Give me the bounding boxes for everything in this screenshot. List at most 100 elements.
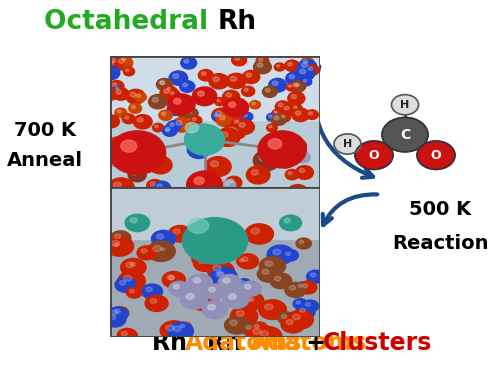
Circle shape xyxy=(116,88,119,90)
Circle shape xyxy=(242,86,254,96)
Text: H: H xyxy=(400,100,409,110)
Circle shape xyxy=(116,90,121,94)
Circle shape xyxy=(154,125,158,128)
Circle shape xyxy=(214,270,230,281)
Circle shape xyxy=(216,194,232,206)
Circle shape xyxy=(128,168,146,182)
Circle shape xyxy=(186,294,194,300)
Circle shape xyxy=(212,248,232,263)
Circle shape xyxy=(267,245,294,264)
Circle shape xyxy=(110,231,131,246)
Circle shape xyxy=(236,310,244,316)
Circle shape xyxy=(253,200,259,205)
Circle shape xyxy=(173,284,180,289)
Circle shape xyxy=(168,90,180,99)
Circle shape xyxy=(300,203,304,207)
Circle shape xyxy=(105,312,126,327)
Circle shape xyxy=(129,104,141,113)
Circle shape xyxy=(185,108,198,118)
Text: 500 K: 500 K xyxy=(409,200,471,219)
Circle shape xyxy=(146,287,152,292)
Circle shape xyxy=(160,86,178,100)
Circle shape xyxy=(177,189,196,204)
Circle shape xyxy=(292,108,310,122)
Circle shape xyxy=(392,95,418,115)
Circle shape xyxy=(230,76,236,81)
Circle shape xyxy=(164,273,184,286)
Circle shape xyxy=(196,295,204,301)
Circle shape xyxy=(114,56,132,70)
Circle shape xyxy=(124,116,129,119)
Circle shape xyxy=(293,142,298,146)
Circle shape xyxy=(196,188,214,201)
Circle shape xyxy=(110,137,125,148)
Text: Clusters: Clusters xyxy=(322,331,432,355)
Circle shape xyxy=(194,177,204,184)
Circle shape xyxy=(296,301,300,304)
Circle shape xyxy=(306,110,318,119)
Circle shape xyxy=(194,290,198,293)
Circle shape xyxy=(188,218,208,233)
Circle shape xyxy=(260,331,268,337)
Circle shape xyxy=(218,275,241,291)
Circle shape xyxy=(222,90,240,104)
Circle shape xyxy=(228,102,235,107)
Circle shape xyxy=(124,275,132,281)
Circle shape xyxy=(124,67,134,76)
Text: O: O xyxy=(430,149,442,162)
Circle shape xyxy=(288,85,292,88)
Circle shape xyxy=(293,299,308,309)
Circle shape xyxy=(229,126,246,139)
Circle shape xyxy=(252,102,256,105)
Circle shape xyxy=(174,98,181,104)
Circle shape xyxy=(114,243,118,246)
Circle shape xyxy=(288,172,292,175)
Circle shape xyxy=(108,60,114,65)
Circle shape xyxy=(270,273,291,289)
Circle shape xyxy=(286,83,296,91)
Circle shape xyxy=(224,98,248,117)
Circle shape xyxy=(293,83,298,87)
Text: Octahedral: Octahedral xyxy=(44,9,218,36)
Circle shape xyxy=(295,282,309,292)
Circle shape xyxy=(262,86,277,97)
Circle shape xyxy=(300,69,306,74)
Circle shape xyxy=(268,115,272,117)
Circle shape xyxy=(286,72,302,85)
Circle shape xyxy=(281,316,305,333)
Circle shape xyxy=(156,79,172,91)
Circle shape xyxy=(145,295,168,312)
Circle shape xyxy=(240,196,246,200)
Circle shape xyxy=(242,70,260,83)
Circle shape xyxy=(200,135,205,139)
Circle shape xyxy=(115,309,120,313)
Circle shape xyxy=(192,118,196,121)
Circle shape xyxy=(154,160,160,165)
Circle shape xyxy=(110,58,116,62)
Circle shape xyxy=(232,129,237,133)
Circle shape xyxy=(182,83,188,87)
Circle shape xyxy=(180,324,185,328)
Circle shape xyxy=(111,307,129,319)
Circle shape xyxy=(250,101,260,109)
Circle shape xyxy=(112,241,125,251)
Circle shape xyxy=(127,260,144,272)
Circle shape xyxy=(170,123,174,126)
Text: Reaction: Reaction xyxy=(392,234,488,252)
Circle shape xyxy=(168,94,195,115)
Circle shape xyxy=(232,54,246,66)
Circle shape xyxy=(301,58,314,68)
Circle shape xyxy=(298,281,317,294)
Circle shape xyxy=(134,114,152,129)
Circle shape xyxy=(268,78,286,92)
Circle shape xyxy=(246,73,252,77)
Circle shape xyxy=(296,238,312,249)
Circle shape xyxy=(205,157,231,177)
Circle shape xyxy=(269,125,272,128)
Circle shape xyxy=(216,99,220,102)
Circle shape xyxy=(130,92,136,97)
Circle shape xyxy=(226,176,242,189)
Circle shape xyxy=(153,245,162,252)
Circle shape xyxy=(132,171,138,175)
Circle shape xyxy=(382,117,428,152)
